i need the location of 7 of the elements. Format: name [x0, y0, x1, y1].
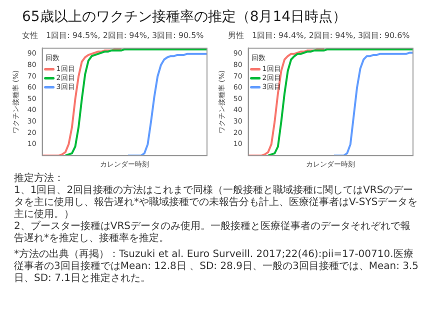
text: 推定方法： [14, 173, 65, 185]
chart-subtitle: 男性 1回目: 94.4%, 2回目: 94%, 3回目: 90.6% [227, 30, 411, 41]
chart-title: 65歳以上のワクチン接種率の推定（8月14日時点） [22, 8, 348, 26]
text: 1、1回目、2回目接種の方法はこれまで同様（一般接種と職域接種に関してはVRSのデータを主に使用し、報告遅れ*や職域接種での未報告分も計上、医療従事者はV-SYSデータを主に使用。） [14, 185, 419, 220]
text: *方法の出典（再掲）：Tsuzuki et al. Euro Surveill. 2017;22(46):pii=17-00710.医療従事者の3回目接種ではMean: 12.8日 、SD: 28.9日、一般の3回目接種では、Mean: 3.5日、SD: 7.1日と推定された。 [14, 249, 419, 285]
text: 2、ブースター接種はVRSデータのみ使用。一般接種と医療従事者のデータそれぞれで報告遅れ*を推定し、接種率を推定。 [14, 221, 412, 245]
chart-subtitle: 女性 1回目: 94.5%, 2回目: 94%, 3回目: 90.5% [21, 30, 205, 41]
